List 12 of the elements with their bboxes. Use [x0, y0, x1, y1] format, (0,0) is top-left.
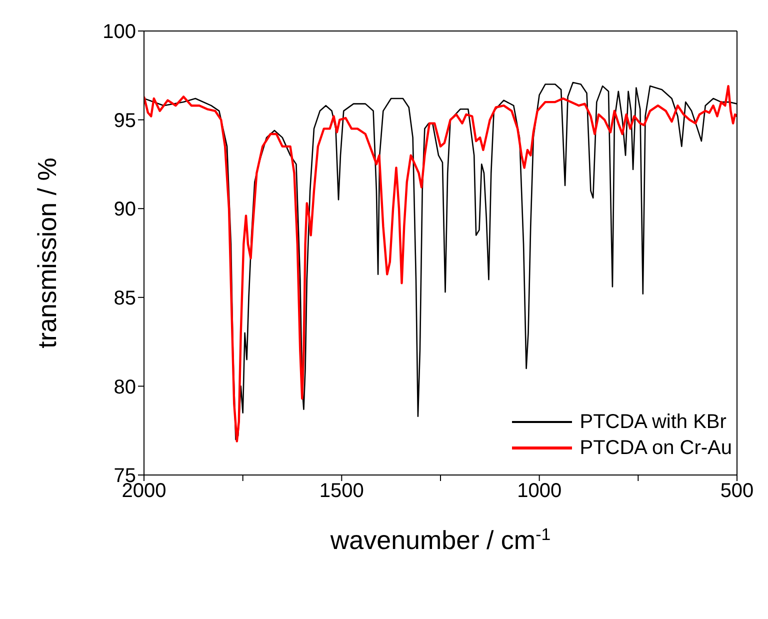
y-tick-label: 85 [114, 288, 136, 310]
y-axis-title: transmission / % [32, 158, 62, 348]
x-axis-title: wavenumber / cm$^{-1}$ [329, 524, 551, 555]
legend-label: PTCDA with KBr [580, 410, 726, 435]
legend-label: PTCDA on Cr-Au [580, 436, 732, 461]
x-tick-label: 1000 [517, 480, 562, 502]
x-tick-label: 1500 [319, 480, 364, 502]
y-tick-label: 100 [102, 21, 136, 44]
x-tick-label: 500 [720, 480, 754, 502]
y-tick-label: 95 [114, 110, 136, 132]
y-tick-label: 90 [114, 198, 136, 221]
y-tick-label: 80 [114, 376, 136, 398]
